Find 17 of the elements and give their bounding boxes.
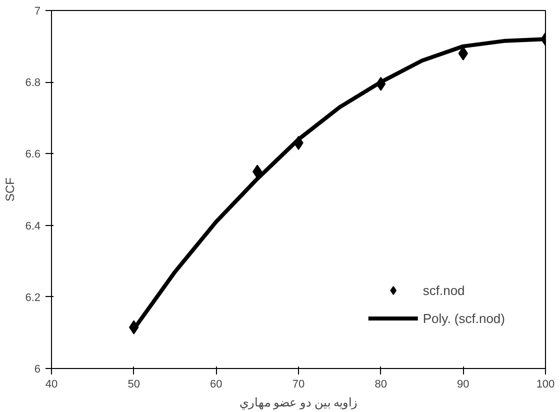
x-tick-label: 80 [374, 378, 387, 390]
y-tick-label: 6.6 [25, 148, 41, 161]
y-tick-label: 6.4 [25, 220, 41, 232]
x-tick-label: 90 [457, 378, 470, 390]
x-tick-label: 70 [292, 378, 305, 390]
legend-label: scf.nod [422, 282, 465, 298]
y-tick-label: 7 [34, 6, 41, 18]
legend-label: Poly. (scf.nod) [422, 310, 505, 326]
x-tick-label: 100 [536, 378, 555, 390]
y-tick-label: 6.2 [25, 292, 41, 304]
x-tick-label: 40 [45, 378, 58, 390]
x-axis-title: زاويه بين دو عضو مهاري [239, 396, 358, 410]
y-axis-title: SCF [3, 178, 18, 202]
x-tick-label: 60 [210, 378, 222, 390]
y-tick-label: 6.8 [25, 77, 41, 90]
x-tick-label: 50 [128, 378, 140, 390]
y-tick-label: 6 [34, 364, 41, 376]
